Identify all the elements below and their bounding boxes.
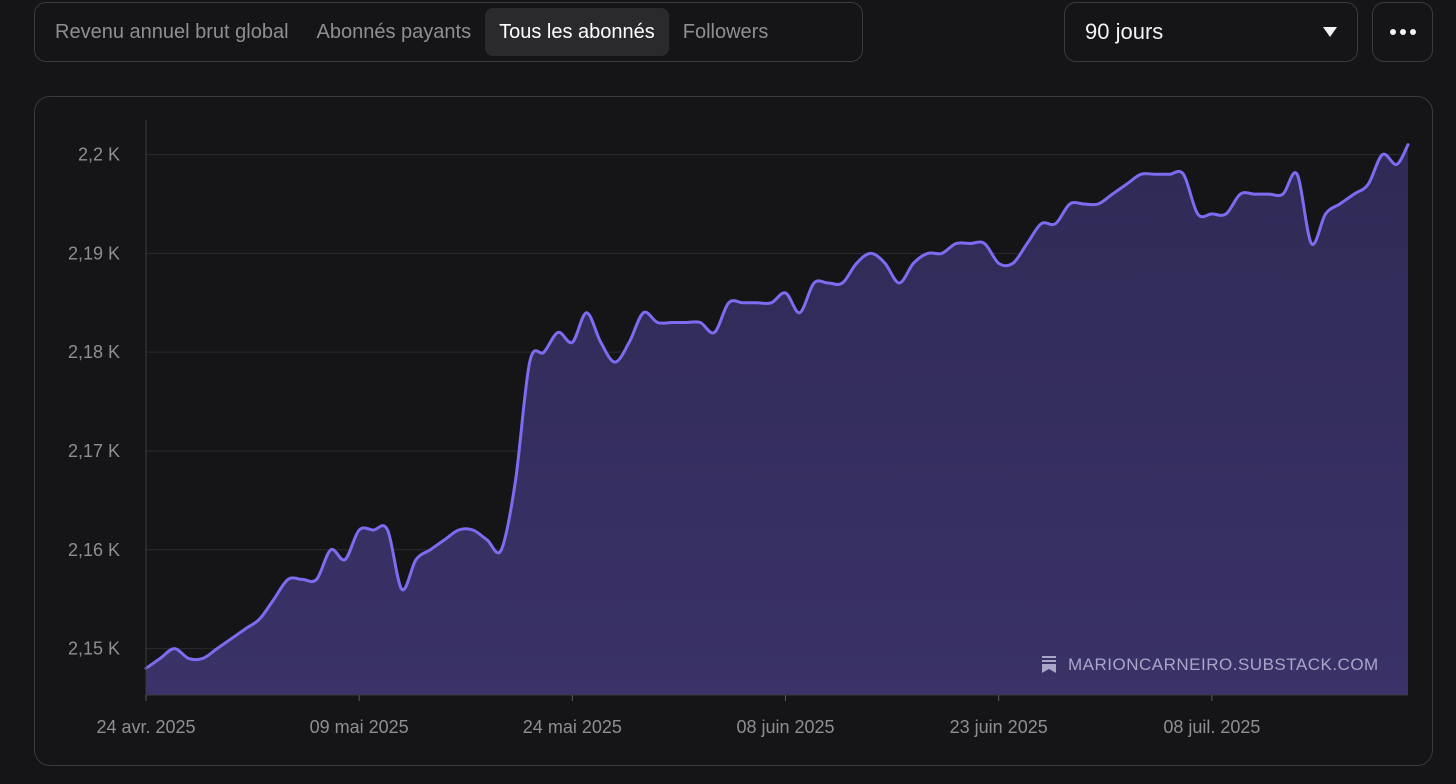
ellipsis-icon — [1389, 29, 1396, 35]
chart-card — [34, 96, 1433, 766]
tab-tous-les-abonnes[interactable]: Tous les abonnés — [485, 8, 669, 56]
x-tick-label: 08 juil. 2025 — [1163, 717, 1260, 737]
y-tick-label: 2,17 K — [68, 441, 120, 461]
metric-tabs: Revenu annuel brut global Abonnés payant… — [34, 2, 863, 62]
tab-abonnes-payants[interactable]: Abonnés payants — [316, 20, 472, 43]
x-tick-label: 24 mai 2025 — [523, 717, 622, 737]
period-select-value: 90 jours — [1085, 19, 1164, 44]
series-area — [146, 144, 1408, 695]
y-tick-label: 2,16 K — [68, 540, 120, 560]
x-tick-label: 09 mai 2025 — [310, 717, 409, 737]
watermark-text: MARIONCARNEIRO.SUBSTACK.COM — [1068, 655, 1379, 674]
tab-revenu-annuel[interactable]: Revenu annuel brut global — [55, 20, 289, 43]
watermark: MARIONCARNEIRO.SUBSTACK.COM — [1042, 655, 1379, 674]
series-line — [144, 143, 1410, 670]
period-select[interactable]: 90 jours — [1064, 2, 1358, 62]
x-tick-label: 08 juin 2025 — [736, 717, 834, 737]
y-tick-label: 2,2 K — [78, 145, 120, 165]
ellipsis-icon-dot — [1409, 29, 1416, 35]
x-tick-label: 24 avr. 2025 — [96, 717, 195, 737]
ellipsis-icon-dot — [1399, 29, 1406, 35]
y-tick-label: 2,18 K — [68, 342, 120, 362]
y-tick-label: 2,15 K — [68, 639, 120, 659]
chevron-down-icon — [1323, 27, 1337, 37]
y-tick-label: 2,19 K — [68, 243, 120, 263]
tab-followers[interactable]: Followers — [682, 20, 769, 43]
x-tick-label: 23 juin 2025 — [950, 717, 1048, 737]
substack-bookmark-icon — [1042, 656, 1056, 673]
more-options-button[interactable] — [1372, 2, 1433, 62]
